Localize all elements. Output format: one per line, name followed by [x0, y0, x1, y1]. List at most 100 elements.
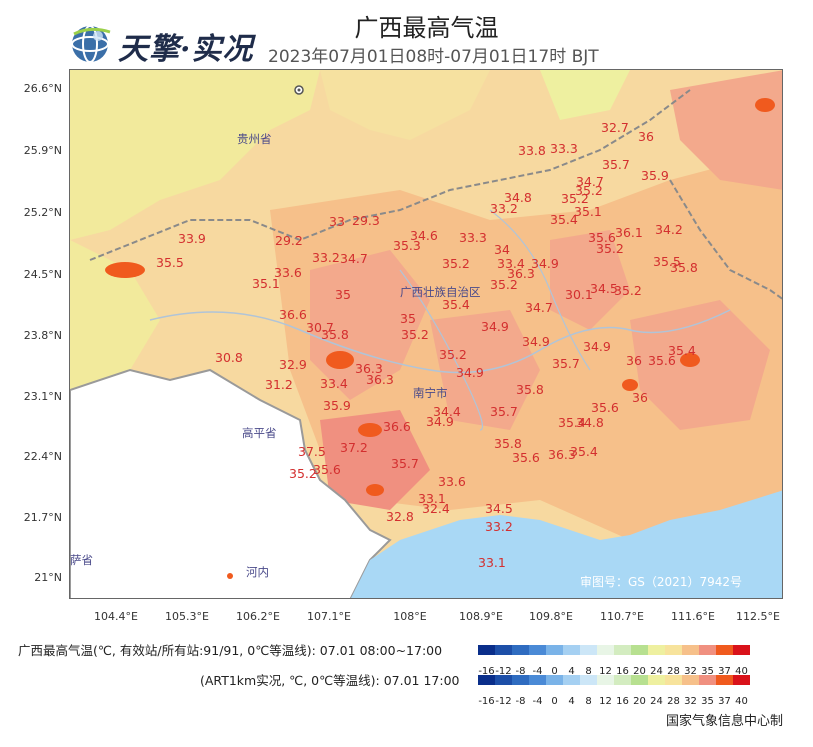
map-subtitle: 2023年07月01日08时-07月01日17时 BJT: [268, 47, 599, 67]
station-value: 35.7: [391, 456, 419, 471]
station-value: 35.5: [653, 254, 681, 269]
station-value: 36: [626, 353, 642, 368]
colorbar-cell: [614, 675, 631, 685]
lat-tick: 25.2°N: [23, 206, 62, 219]
station-value: 35.4: [550, 212, 578, 227]
colorbar-cell: [546, 645, 563, 655]
lat-tick: 24.5°N: [23, 268, 62, 281]
colorbar-tick: 16: [616, 666, 629, 677]
colorbar-cells: [478, 670, 750, 689]
colorbar-tick: 37: [718, 696, 731, 707]
colorbar-cell: [597, 645, 614, 655]
colorbar-tick: 0: [551, 666, 558, 677]
station-value: 35.6: [591, 400, 619, 415]
lon-tick: 106.2°E: [236, 610, 280, 623]
colorbar-tick: 12: [599, 696, 612, 707]
colorbar-cell: [563, 675, 580, 685]
footer-org: 国家气象信息中心制: [665, 714, 783, 729]
station-value: 35.7: [490, 404, 518, 419]
station-value: 35.8: [670, 260, 698, 275]
station-value: 34.8: [576, 415, 604, 430]
colorbar-cell: [631, 675, 648, 685]
lon-tick: 105.3°E: [165, 610, 209, 623]
colorbar-cell: [716, 645, 733, 655]
station-value: 33.4: [320, 376, 348, 391]
colorbar-tick: 28: [667, 696, 680, 707]
colorbar-cell: [597, 675, 614, 685]
station-value: 34.7: [576, 174, 604, 189]
station-value: 36.3: [355, 361, 383, 376]
review-number: 审图号：GS（2021）7942号: [580, 574, 742, 589]
colorbar-tick: 37: [718, 666, 731, 677]
colorbar-cell: [648, 645, 665, 655]
station-value: 34.9: [456, 365, 484, 380]
place-guizhou: 贵州省: [237, 132, 272, 146]
colorbar-tick: 0: [551, 696, 558, 707]
station-value: 29.2: [275, 233, 303, 248]
colorbar-tick: 32: [684, 666, 697, 677]
logo: [70, 22, 270, 68]
temperature-map[interactable]: 贵州省 广西壮族自治区 南宁市 高平省 河内 萨省 审图号：GS（2021）79…: [69, 69, 783, 599]
station-value: 35.1: [574, 204, 602, 219]
legend-label-stations: 广西最高气温(℃, 有效站/所有站:91/91, 0℃等温线): 07.01 0…: [18, 643, 443, 658]
station-value: 35.8: [494, 436, 522, 451]
colorbar-cell: [495, 675, 512, 685]
station-value: 33.4: [497, 256, 525, 271]
station-value: 29.3: [352, 213, 380, 228]
map-canvas: 贵州省 广西壮族自治区 南宁市 高平省 河内 萨省 审图号：GS（2021）79…: [70, 70, 782, 598]
colorbar-cell: [580, 675, 597, 685]
lon-tick: 109.8°E: [529, 610, 573, 623]
station-value: 33: [329, 214, 345, 229]
station-value: 35: [335, 287, 351, 302]
lon-tick: 112.5°E: [736, 610, 780, 623]
station-value: 35.4: [442, 297, 470, 312]
colorbar-cell: [546, 675, 563, 685]
station-value: 35.2: [401, 327, 429, 342]
station-value: 30.1: [565, 287, 593, 302]
station-value: 35.8: [516, 382, 544, 397]
station-value: 34.9: [522, 334, 550, 349]
station-value: 36.3: [507, 266, 535, 281]
colorbar-cells: [478, 640, 750, 659]
colorbar-cell: [529, 645, 546, 655]
colorbar-tick: 24: [650, 696, 663, 707]
station-value: 35.2: [575, 183, 603, 198]
lon-tick: 110.7°E: [600, 610, 644, 623]
station-value: 35.7: [552, 356, 580, 371]
station-value: 33.6: [438, 474, 466, 489]
station-value: 35.8: [321, 327, 349, 342]
station-value: 37.5: [298, 444, 326, 459]
lon-tick: 108°E: [393, 610, 427, 623]
colorbar-tick: -4: [532, 696, 543, 707]
colorbar-cell: [682, 675, 699, 685]
place-nanning: 南宁市: [413, 386, 448, 400]
colorbar-tick: -12: [495, 696, 512, 707]
station-value: 32.7: [601, 120, 629, 135]
colorbar-tick: 12: [599, 666, 612, 677]
colorbar-cell: [478, 645, 495, 655]
station-value: 35: [400, 311, 416, 326]
colorbar-tick-labels: -16-12 -8 -4 0 4 8 12 16 20 24 28 32 35 37 40: [478, 659, 750, 678]
brand-name: 天擎·实况: [118, 32, 254, 67]
colorbar-cell: [614, 645, 631, 655]
station-value: 30.7: [306, 320, 334, 335]
station-value: 35.2: [614, 283, 642, 298]
station-value: 33.1: [418, 491, 446, 506]
lat-tick: 23.8°N: [23, 329, 62, 342]
colorbar-cell: [631, 645, 648, 655]
colorbar-cell: [478, 675, 495, 685]
colorbar-cell: [580, 645, 597, 655]
station-value: 34.6: [410, 228, 438, 243]
lon-tick: 111.6°E: [671, 610, 715, 623]
colorbar-tick: 32: [684, 696, 697, 707]
station-value: 33.2: [485, 519, 513, 534]
place-partial: 萨省: [70, 553, 93, 567]
lon-tick: 104.4°E: [94, 610, 138, 623]
colorbar-cell: [495, 645, 512, 655]
colorbar-tick: 16: [616, 696, 629, 707]
colorbar-tick: 8: [585, 696, 592, 707]
colorbar-cell: [699, 645, 716, 655]
station-value: 33.3: [550, 141, 578, 156]
station-value: 36.3: [548, 447, 576, 462]
map-title: 广西最高气温: [354, 14, 499, 42]
